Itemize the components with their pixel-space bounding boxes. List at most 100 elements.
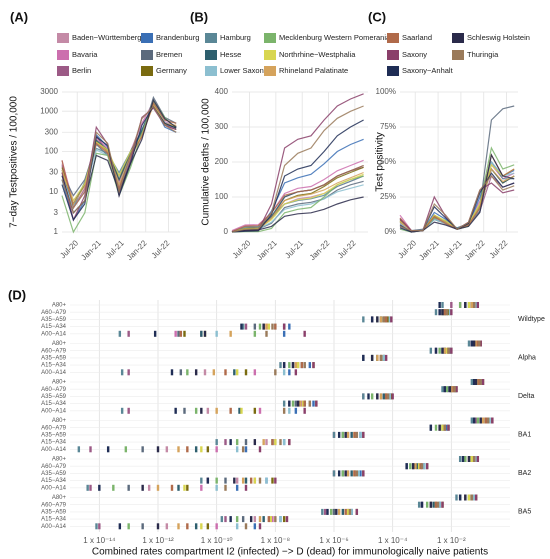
strip-mark <box>98 523 101 530</box>
row-label: A80+ <box>52 418 67 424</box>
strip-mark <box>350 431 353 438</box>
strip-mark <box>467 302 471 308</box>
legend-swatch <box>57 50 69 60</box>
strip-mark <box>253 439 257 446</box>
strip-mark <box>472 494 476 501</box>
strip-mark <box>224 439 227 446</box>
strip-mark <box>355 431 359 438</box>
strip-mark <box>179 330 183 337</box>
strip-mark <box>308 400 312 407</box>
strip-mark <box>274 323 277 330</box>
row-label: A00−A14 <box>41 408 67 414</box>
series-line <box>399 167 515 232</box>
strip-mark <box>300 400 304 407</box>
y-tick-label: 300 <box>45 127 59 136</box>
strip-mark <box>183 407 186 414</box>
strip-mark <box>86 484 89 491</box>
strip-mark <box>376 316 379 323</box>
strip-mark <box>244 484 248 491</box>
series-line <box>231 175 364 233</box>
strip-mark <box>215 407 218 414</box>
strip-mark <box>346 508 350 515</box>
strip-mark <box>344 470 347 477</box>
strip-mark <box>253 477 257 484</box>
strip-mark <box>332 470 336 477</box>
strip-mark <box>472 340 476 347</box>
strip-mark <box>282 439 286 446</box>
strip-mark <box>177 330 180 337</box>
strip-mark <box>332 431 336 438</box>
series-line <box>61 103 177 222</box>
strip-mark <box>420 501 424 508</box>
strip-mark <box>348 508 352 515</box>
strip-mark <box>220 516 224 523</box>
strip-mark <box>127 484 130 491</box>
legend-label: Schleswig Holstein <box>467 33 530 42</box>
strip-mark <box>337 470 341 477</box>
legend-label: Brandenburg <box>156 33 199 42</box>
legend-label: Hesse <box>220 50 241 59</box>
strip-mark <box>244 323 248 330</box>
strip-mark <box>472 302 476 308</box>
strip-mark <box>244 523 248 530</box>
group-label: Alpha <box>518 355 536 362</box>
strip-mark <box>98 484 101 491</box>
strip-mark <box>258 407 262 414</box>
strip-mark <box>282 400 286 407</box>
strip-mark <box>233 369 236 376</box>
strip-mark <box>258 477 262 484</box>
strip-mark <box>461 456 465 462</box>
strip-mark <box>484 417 488 424</box>
series-line <box>231 164 364 233</box>
legend-label: Northrhine−Westphalia <box>279 50 356 59</box>
y-tick-label: 100 <box>45 147 59 156</box>
row-label: A35−A59 <box>41 317 67 323</box>
x-tick-label: Jul-21 <box>442 238 464 260</box>
strip-mark <box>455 386 458 393</box>
strip-mark <box>258 446 262 453</box>
strip-mark <box>141 523 144 530</box>
row-label: A80+ <box>52 495 67 501</box>
x-tick-label: 1 x 10⁻¹² <box>142 536 174 545</box>
strip-mark <box>476 340 480 347</box>
legend-swatch <box>387 33 399 43</box>
strip-mark <box>253 407 257 414</box>
series-line <box>399 153 515 233</box>
strip-mark <box>253 369 257 376</box>
strip-mark <box>206 446 210 453</box>
strip-mark <box>183 484 186 491</box>
strip-mark <box>344 431 347 438</box>
strip-mark <box>350 508 353 515</box>
strip-mark <box>367 393 370 400</box>
x-tick-label: 1 x 10⁻⁴ <box>378 536 408 545</box>
strip-mark <box>294 369 298 376</box>
legend-label: Saarland <box>402 33 432 42</box>
legend-swatch <box>452 33 464 43</box>
y-tick-label: 3000 <box>40 87 58 96</box>
strip-mark <box>445 347 448 354</box>
strip-mark <box>271 516 274 523</box>
strip-mark <box>294 400 298 407</box>
strip-mark <box>282 407 286 414</box>
strip-mark <box>156 523 160 530</box>
strip-mark <box>346 431 350 438</box>
strip-mark <box>186 446 189 453</box>
row-label: A00−A14 <box>41 331 67 337</box>
strip-mark <box>478 379 481 385</box>
strip-mark <box>382 354 386 361</box>
legend-swatch <box>57 66 69 76</box>
strip-mark <box>194 523 198 530</box>
strip-mark <box>267 516 271 523</box>
strip-mark <box>224 369 227 376</box>
strip-mark <box>357 470 360 477</box>
y-tick-label: 1 <box>54 227 59 236</box>
strip-mark <box>474 494 478 501</box>
strip-mark <box>384 354 388 361</box>
legend-label: Saxony <box>402 50 427 59</box>
y-axis-title: Cumulative deaths / 100,000 <box>201 98 212 226</box>
strip-mark <box>423 463 426 470</box>
strip-mark <box>405 463 408 470</box>
strip-mark <box>388 316 392 323</box>
y-tick-label: 100 <box>215 192 229 201</box>
strip-mark <box>118 330 122 337</box>
